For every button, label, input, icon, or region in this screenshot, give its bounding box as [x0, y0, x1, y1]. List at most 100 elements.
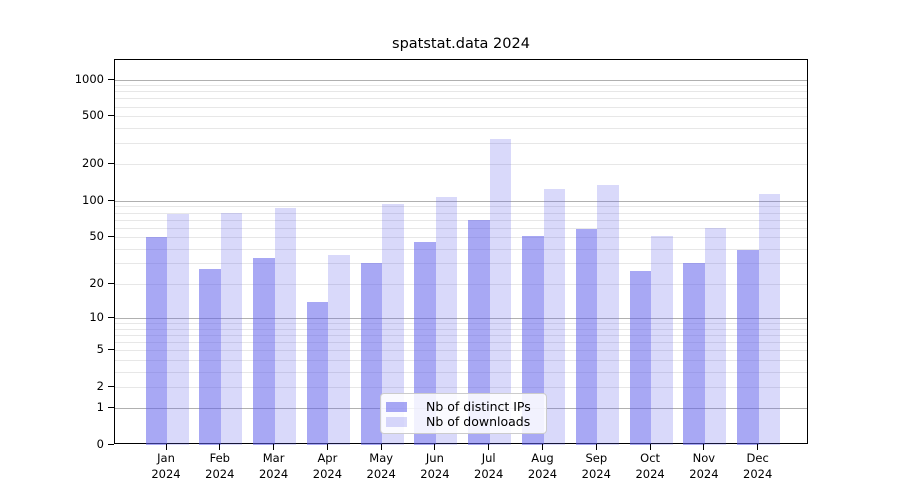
- y-tick-20: [108, 282, 114, 284]
- gridline-minor-600: [115, 106, 807, 108]
- x-tick-mar: [273, 444, 275, 450]
- x-tick-apr: [326, 444, 328, 450]
- y-tick-1: [108, 407, 114, 409]
- gridline-minor-5: [115, 350, 807, 352]
- x-tick-jan: [165, 444, 167, 450]
- gridline-minor-800: [115, 91, 807, 93]
- gridline-minor-8: [115, 328, 807, 330]
- x-tick-may: [380, 444, 382, 450]
- gridline-minor-700: [115, 98, 807, 100]
- gridline-minor-20: [115, 283, 807, 285]
- x-tick-label-feb: Feb 2024: [205, 451, 235, 481]
- gridline-minor-7: [115, 335, 807, 336]
- gridline-minor-4: [115, 359, 807, 361]
- bar-downloads-oct: [651, 235, 673, 445]
- y-tick-2: [108, 385, 114, 387]
- y-tick-label-2: 2: [96, 378, 104, 393]
- bar-distinct-ips-apr: [306, 301, 329, 445]
- y-tick-200: [108, 163, 114, 165]
- legend-item-distinct-ips: Nb of distinct IPs: [386, 399, 538, 414]
- x-tick-label-jun: Jun 2024: [420, 451, 450, 481]
- y-tick-label-5: 5: [96, 342, 104, 357]
- x-tick-label-sep: Sep 2024: [581, 451, 611, 481]
- x-tick-dec: [757, 444, 759, 450]
- x-tick-label-apr: Apr 2024: [312, 451, 343, 481]
- x-tick-sep: [595, 444, 597, 450]
- y-tick-1000: [108, 78, 114, 80]
- bar-downloads-aug: [543, 189, 565, 445]
- y-tick-0: [108, 444, 114, 445]
- y-tick-label-1000: 1000: [74, 71, 104, 86]
- y-tick-500: [108, 115, 114, 117]
- x-tick-label-oct: Oct 2024: [635, 451, 665, 481]
- x-tick-label-mar: Mar 2024: [258, 451, 289, 481]
- gridline-minor-60: [115, 227, 807, 229]
- bar-distinct-ips-dec: [737, 249, 759, 445]
- legend-label-distinct-ips: Nb of distinct IPs: [426, 399, 531, 414]
- y-tick-label-200: 200: [82, 156, 104, 171]
- x-tick-label-dec: Dec 2024: [743, 451, 773, 481]
- gridline-minor-2: [115, 386, 807, 388]
- bar-distinct-ips-jan: [145, 237, 167, 445]
- gridline-minor-30: [115, 263, 807, 265]
- plot-area: [114, 59, 808, 445]
- legend: Nb of distinct IPs Nb of downloads: [380, 393, 547, 434]
- gridline-minor-300: [115, 143, 807, 144]
- legend-swatch-distinct-ips: [386, 401, 407, 412]
- bar-distinct-ips-aug: [522, 235, 544, 445]
- bar-downloads-jan: [167, 213, 189, 445]
- y-tick-label-500: 500: [82, 108, 104, 123]
- legend-swatch-downloads: [386, 416, 407, 427]
- bar-distinct-ips-oct: [629, 270, 652, 445]
- x-tick-feb: [219, 444, 221, 450]
- bar-distinct-ips-feb: [199, 268, 221, 445]
- bar-distinct-ips-nov: [683, 263, 705, 445]
- x-tick-nov: [703, 444, 705, 450]
- bar-distinct-ips-jul: [468, 220, 490, 445]
- x-tick-label-nov: Nov 2024: [689, 451, 719, 481]
- bar-distinct-ips-mar: [253, 258, 275, 445]
- gridline-minor-900: [115, 85, 807, 86]
- y-tick-label-20: 20: [89, 275, 104, 290]
- chart-title: spatstat.data 2024: [392, 36, 530, 52]
- gridline-minor-9: [115, 323, 807, 325]
- bar-downloads-feb: [220, 212, 243, 445]
- bar-downloads-dec: [758, 194, 781, 445]
- bar-downloads-may: [382, 203, 404, 445]
- bar-downloads-apr: [328, 255, 350, 445]
- bar-downloads-mar: [274, 208, 297, 445]
- x-tick-aug: [542, 444, 543, 450]
- gridline-major-1000: [115, 79, 807, 81]
- bar-downloads-jun: [435, 197, 458, 445]
- y-tick-label-50: 50: [89, 229, 104, 243]
- legend-label-downloads: Nb of downloads: [426, 414, 531, 429]
- gridline-minor-70: [115, 219, 807, 221]
- x-tick-label-jan: Jan 2024: [151, 451, 181, 481]
- x-tick-oct: [649, 444, 651, 450]
- x-tick-jul: [488, 444, 490, 450]
- x-tick-jun: [434, 444, 436, 450]
- gridline-minor-500: [115, 116, 807, 118]
- gridline-minor-3: [115, 371, 807, 373]
- gridline-minor-90: [115, 206, 807, 208]
- gridline-major-100: [115, 200, 807, 202]
- y-tick-label-100: 100: [82, 192, 104, 207]
- y-tick-5: [108, 349, 114, 351]
- gridline-major-10: [115, 318, 807, 320]
- y-tick-label-0: 0: [96, 437, 104, 451]
- x-tick-label-may: May 2024: [366, 451, 396, 481]
- gridline-minor-400: [115, 127, 807, 129]
- gridline-minor-200: [115, 164, 807, 166]
- legend-item-downloads: Nb of downloads: [386, 414, 538, 429]
- bar-downloads-sep: [597, 185, 619, 445]
- bar-downloads-jul: [489, 138, 512, 445]
- y-tick-50: [108, 236, 114, 237]
- y-tick-label-1: 1: [96, 400, 104, 415]
- y-tick-100: [108, 199, 114, 201]
- gridline-minor-50: [115, 237, 807, 238]
- bar-downloads-nov: [704, 228, 727, 445]
- gridline-minor-40: [115, 248, 807, 250]
- bar-distinct-ips-sep: [575, 229, 598, 445]
- y-tick-10: [108, 317, 114, 319]
